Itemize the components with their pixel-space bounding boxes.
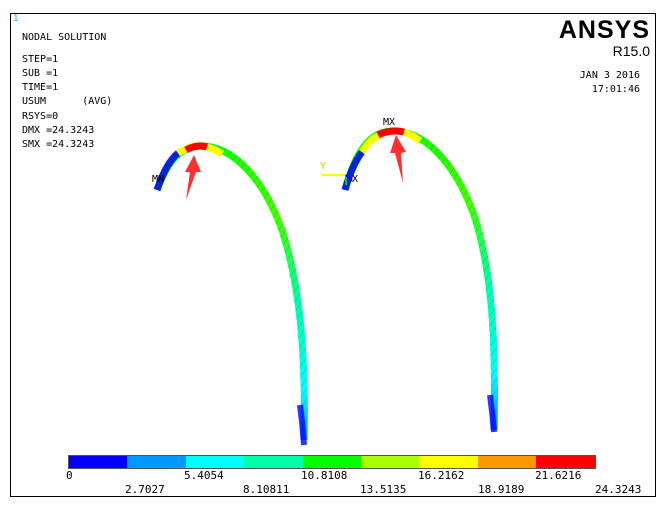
contour-legend: [68, 455, 596, 469]
legend-swatch: [477, 456, 537, 468]
triad-y-label: Y: [320, 161, 327, 172]
legend-tick: 13.5135: [360, 483, 407, 496]
left-arch-model: [153, 142, 308, 446]
step-label: STEP=1: [22, 54, 59, 65]
legend-tick: 16.2162: [418, 469, 465, 482]
legend-swatch: [244, 456, 303, 468]
min-marker: MN: [152, 174, 165, 185]
legend-tick: 18.9189: [478, 483, 525, 496]
date-label: JAN 3 2016: [579, 70, 640, 81]
triad-x-label: X: [352, 174, 359, 185]
rsys-label: RSYS=0: [22, 111, 59, 122]
legend-tick: 2.7027: [125, 483, 165, 496]
time-stamp: 17:01:46: [591, 84, 640, 95]
legend-tick: 10.8108: [301, 469, 348, 482]
result-title: NODAL SOLUTION: [22, 32, 107, 43]
legend-swatch: [302, 456, 361, 468]
release-label: R15.0: [612, 43, 650, 59]
dmx-label: DMX =24.3243: [22, 125, 95, 136]
substep-label: SUB =1: [22, 68, 59, 79]
legend-swatch: [127, 456, 186, 468]
left-arrow-icon: [185, 155, 201, 200]
legend-tick: 0: [66, 469, 73, 482]
window-number: 1: [13, 14, 19, 24]
result-type-label: USUM (AVG): [22, 96, 113, 107]
time-label: TIME=1: [22, 82, 59, 93]
right-arrow-icon: [390, 135, 406, 183]
legend-tick: 5.4054: [184, 469, 224, 482]
legend-swatch: [69, 456, 128, 468]
legend-tick: 24.3243: [595, 483, 642, 496]
graphics-window[interactable]: [10, 13, 656, 497]
ansys-logo: ANSYS: [558, 16, 650, 44]
legend-swatch: [185, 456, 245, 468]
legend-tick: 8.10811: [243, 483, 290, 496]
right-arch-model: [341, 127, 498, 433]
max-marker: MX: [383, 117, 396, 128]
legend-swatch: [360, 456, 420, 468]
smx-label: SMX =24.3243: [22, 139, 95, 150]
legend-swatch: [536, 456, 595, 468]
legend-tick: 21.6216: [535, 469, 582, 482]
coordinate-triad-icon: [322, 174, 353, 185]
legend-swatch: [419, 456, 478, 468]
